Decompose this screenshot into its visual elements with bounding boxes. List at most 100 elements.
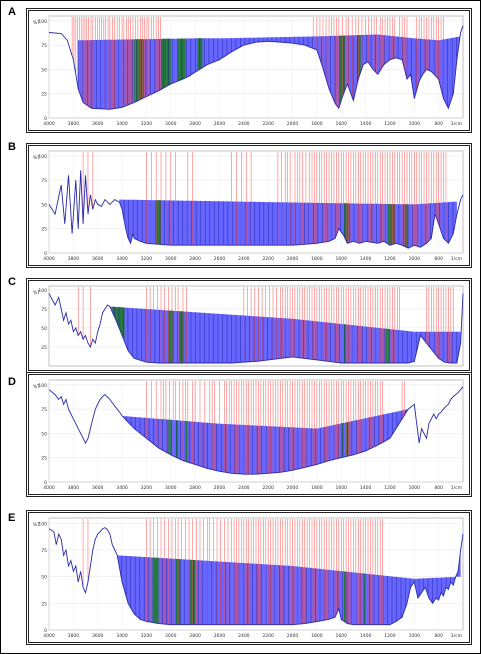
y-tick-label: 75 <box>41 178 47 184</box>
x-tick-label: 3600 <box>92 485 104 491</box>
x-tick-label: 1000 <box>409 121 421 127</box>
x-tick-label: 2400 <box>238 485 250 491</box>
y-tick-label: 0 <box>44 116 47 122</box>
ftir-spectrum-chart-a: 0 25 50 75 100%T 4000 3800 3600 3400 3200 3000 2800… <box>33 15 464 127</box>
x-tick-label: 3200 <box>141 485 153 491</box>
x-tick-label: 4000 <box>43 485 55 491</box>
x-tick-label: 1200 <box>384 256 396 262</box>
x-tick-label: 3400 <box>116 485 128 491</box>
y-tick-label: 25 <box>41 456 47 462</box>
x-tick-label: 1200 <box>384 121 396 127</box>
y-tick-label: 0 <box>44 251 47 257</box>
x-tick-label: 2400 <box>238 121 250 127</box>
integrated-area-fill <box>122 409 409 475</box>
green-band <box>156 200 161 245</box>
x-tick-label: 800 <box>434 485 443 491</box>
x-tick-label: 3200 <box>141 121 153 127</box>
x-tick-label: 2400 <box>238 633 250 639</box>
x-tick-label: 2000 <box>287 485 299 491</box>
integrated-area-fill <box>119 199 457 249</box>
x-tick-label: 2200 <box>262 485 274 491</box>
x-tick-label: 1800 <box>311 485 323 491</box>
transmittance-line <box>48 386 464 475</box>
x-tick-label: 3200 <box>141 256 153 262</box>
green-band <box>161 38 171 90</box>
y-tick-label: 25 <box>41 92 47 98</box>
y-tick-label: 75 <box>41 548 47 554</box>
spectrum-panel-d: 0 25 50 75 100 %T 4000 3800 3600 3400 3200 3000 2800… <box>26 372 472 497</box>
x-tick-label: 3800 <box>68 121 80 127</box>
green-band <box>185 421 188 463</box>
x-unit-label: 1/cm <box>451 485 462 491</box>
green-band <box>387 204 395 246</box>
x-tick-label: 1200 <box>384 633 396 639</box>
ftir-spectrum-chart-e: 0 25 50 75 100%T 4000 3800 3600 3400 3200 3000 2800… <box>33 517 464 639</box>
x-unit-label: 1/cm <box>451 256 462 262</box>
x-tick-label: 4000 <box>43 633 55 639</box>
y-tick-label: 50 <box>41 202 47 208</box>
y-tick-label: 50 <box>41 575 47 581</box>
green-band <box>168 310 174 363</box>
x-tick-label: 1400 <box>360 633 372 639</box>
x-tick-label: 1400 <box>360 485 372 491</box>
x-unit-label: 1/cm <box>451 121 462 127</box>
x-tick-label: 1000 <box>409 256 421 262</box>
y-unit-label: %T <box>33 522 40 528</box>
y-tick-label: 75 <box>41 43 47 49</box>
y-unit-label: %T <box>33 290 40 296</box>
y-tick-label: 25 <box>41 601 47 607</box>
x-tick-label: 3000 <box>165 633 177 639</box>
y-tick-label: 100 <box>38 288 47 294</box>
x-tick-label: 1600 <box>336 485 348 491</box>
x-tick-label: 1000 <box>409 485 421 491</box>
y-unit-label: %T <box>33 384 40 390</box>
x-tick-label: 3400 <box>116 256 128 262</box>
y-tick-label: 100 <box>38 19 47 25</box>
y-unit-label: %T <box>33 20 40 26</box>
y-tick-label: 0 <box>44 628 47 634</box>
x-tick-label: 3000 <box>165 485 177 491</box>
spectrum-panel-e: 0 25 50 75 100 %T 4000 3800 3600 3400 3200 3000 2800… <box>26 510 472 645</box>
y-tick-label: 75 <box>41 407 47 413</box>
x-tick-label: 4000 <box>43 121 55 127</box>
ftir-spectrum-chart-b: 0 25 50 75 100%T 4000 3800 3600 3400 3200 3000 2800… <box>33 150 464 262</box>
y-tick-label: 100 <box>38 383 47 389</box>
x-tick-label: 1600 <box>336 633 348 639</box>
panel-label-a: A <box>8 6 16 18</box>
x-tick-label: 2800 <box>189 485 201 491</box>
green-band <box>343 571 347 623</box>
x-tick-label: 1800 <box>311 256 323 262</box>
y-tick-label: 100 <box>38 521 47 527</box>
x-tick-label: 2800 <box>189 633 201 639</box>
integrated-area-fill <box>78 32 461 110</box>
transmittance-line <box>48 170 464 249</box>
x-tick-label: 3000 <box>165 256 177 262</box>
x-tick-label: 2800 <box>189 121 201 127</box>
y-unit-label: %T <box>33 155 40 161</box>
green-band <box>341 422 344 458</box>
x-tick-label: 3800 <box>68 485 80 491</box>
x-tick-label: 1600 <box>336 121 348 127</box>
ftir-spectrum-chart-d: 0 25 50 75 100%T 4000 3800 3600 3400 3200 3000 2800… <box>33 379 464 491</box>
x-tick-label: 1400 <box>360 256 372 262</box>
transmittance-line <box>48 25 464 110</box>
y-tick-label: 25 <box>41 227 47 233</box>
y-tick-label: 25 <box>41 345 47 351</box>
x-tick-label: 2200 <box>262 256 274 262</box>
x-unit-label: 1/cm <box>451 633 462 639</box>
x-tick-label: 1200 <box>384 485 396 491</box>
transmittance-line <box>48 293 464 364</box>
x-tick-label: 1800 <box>311 121 323 127</box>
y-tick-label: 100 <box>38 154 47 160</box>
x-tick-label: 2600 <box>214 485 226 491</box>
panel-label-e: E <box>8 512 16 524</box>
x-tick-label: 3400 <box>116 121 128 127</box>
x-tick-label: 1000 <box>409 633 421 639</box>
x-tick-label: 800 <box>434 121 443 127</box>
x-tick-label: 3200 <box>141 633 153 639</box>
y-tick-label: 50 <box>41 431 47 437</box>
x-tick-label: 800 <box>434 633 443 639</box>
x-tick-label: 2000 <box>287 633 299 639</box>
x-tick-label: 3800 <box>68 633 80 639</box>
x-tick-label: 1800 <box>311 633 323 639</box>
